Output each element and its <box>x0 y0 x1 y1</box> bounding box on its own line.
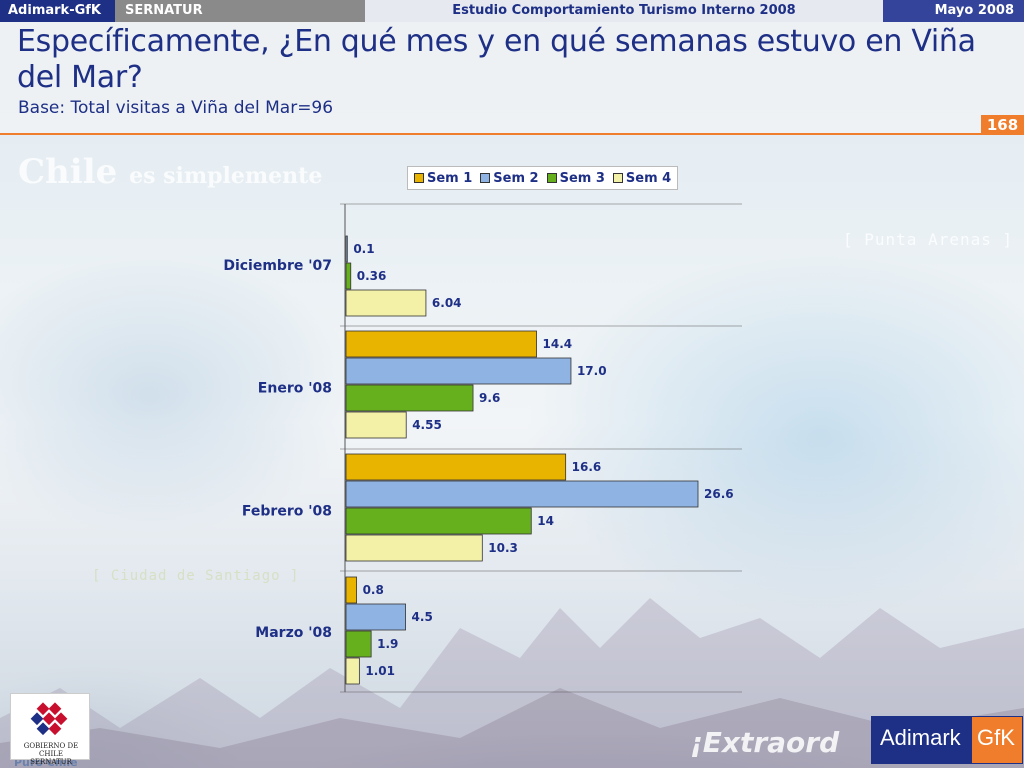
legend-swatch-sem4 <box>612 173 623 183</box>
category-label: Enero '08 <box>258 381 332 397</box>
legend-label-sem3: Sem 3 <box>559 170 605 186</box>
bar <box>345 453 567 481</box>
legend-swatch-sem3 <box>546 173 557 183</box>
bar-chart: Diciembre '07 0.1 0.36 6.04 Enero '08 14.4 17.… <box>223 203 742 693</box>
category-label: Marzo '08 <box>255 625 332 641</box>
legend-label-sem2: Sem 2 <box>493 170 539 186</box>
legend-item-sem4: Sem 4 <box>612 170 672 186</box>
bar <box>345 411 407 439</box>
gobierno-logo: GOBIERNO DE CHILE SERNATUR <box>10 693 90 766</box>
gobierno-text: GOBIERNO DE CHILE SERNATUR <box>11 742 91 766</box>
chart-legend: Sem 1 Sem 2 Sem 3 Sem 4 <box>407 166 679 190</box>
gobierno-name: GOBIERNO DE CHILE <box>23 742 79 758</box>
legend-item-sem2: Sem 2 <box>480 170 539 186</box>
data-label: 16.6 <box>572 460 602 474</box>
bar <box>345 262 352 290</box>
chile-watermark: Chile es simplemente <box>18 152 322 192</box>
legend-item-sem1: Sem 1 <box>414 171 472 186</box>
category-label: Diciembre '07 <box>223 258 332 274</box>
data-label: 17.0 <box>577 364 607 378</box>
bar <box>345 603 406 631</box>
data-label: 9.6 <box>479 391 500 405</box>
data-label: 1.01 <box>365 664 395 678</box>
bar <box>345 507 532 535</box>
data-label: 10.3 <box>488 541 518 555</box>
study-label: Estudio Comportamiento Turismo Interno 2… <box>365 0 883 22</box>
page-number: 168 <box>981 115 1024 135</box>
punta-arenas-watermark: [ Punta Arenas ] <box>843 230 1014 249</box>
bar <box>345 534 483 562</box>
chile-word: Chile <box>18 152 118 192</box>
bar <box>345 630 372 658</box>
data-label: 26.6 <box>704 487 734 501</box>
gfk-wordmark: GfK <box>972 717 1022 763</box>
legend-item-sem3: Sem 3 <box>546 170 605 186</box>
data-label: 1.9 <box>377 637 398 651</box>
gobierno-emblem-icon <box>30 702 68 736</box>
data-label: 14 <box>537 514 554 528</box>
data-label: 4.55 <box>412 418 442 432</box>
bar <box>345 235 348 263</box>
bar <box>345 480 699 508</box>
orange-divider <box>0 133 1024 135</box>
page-title: Específicamente, ¿En qué mes y en qué se… <box>17 24 976 95</box>
adimark-wordmark: Adimark <box>872 717 972 763</box>
bar <box>345 330 537 358</box>
category-label: Febrero '08 <box>242 504 332 520</box>
bar <box>345 657 360 685</box>
data-label: 6.04 <box>432 296 462 310</box>
bar <box>345 576 357 604</box>
chile-rest: es simplemente <box>129 163 323 189</box>
legend-swatch-sem2 <box>480 173 491 183</box>
date-label: Mayo 2008 <box>883 0 1024 22</box>
data-label: 0.36 <box>357 269 387 283</box>
extraordinario-watermark: ¡Extraord <box>690 726 840 759</box>
santiago-watermark: [ Ciudad de Santiago ] <box>92 568 300 584</box>
data-label: 0.8 <box>363 583 384 597</box>
bar <box>345 289 427 317</box>
client-label: SERNATUR <box>115 0 365 22</box>
legend-label-sem1: Sem 1 <box>427 170 473 186</box>
page-subtitle: Base: Total visitas a Viña del Mar=96 <box>18 98 334 118</box>
legend-label-sem4: Sem 4 <box>625 170 672 186</box>
legend-swatch-sem1 <box>414 173 424 183</box>
adimark-gfk-logo: Adimark GfK <box>871 716 1023 764</box>
top-bar: Adimark-GfK SERNATUR Estudio Comportamie… <box>0 0 1024 22</box>
data-label: 0.1 <box>353 242 374 256</box>
sernatur-name: SERNATUR <box>30 758 72 766</box>
data-label: 14.4 <box>543 337 573 351</box>
bar <box>345 357 572 385</box>
bar <box>345 384 474 412</box>
brand-label: Adimark-GfK <box>0 0 115 22</box>
title-panel <box>0 22 1024 134</box>
data-label: 4.5 <box>412 610 433 624</box>
